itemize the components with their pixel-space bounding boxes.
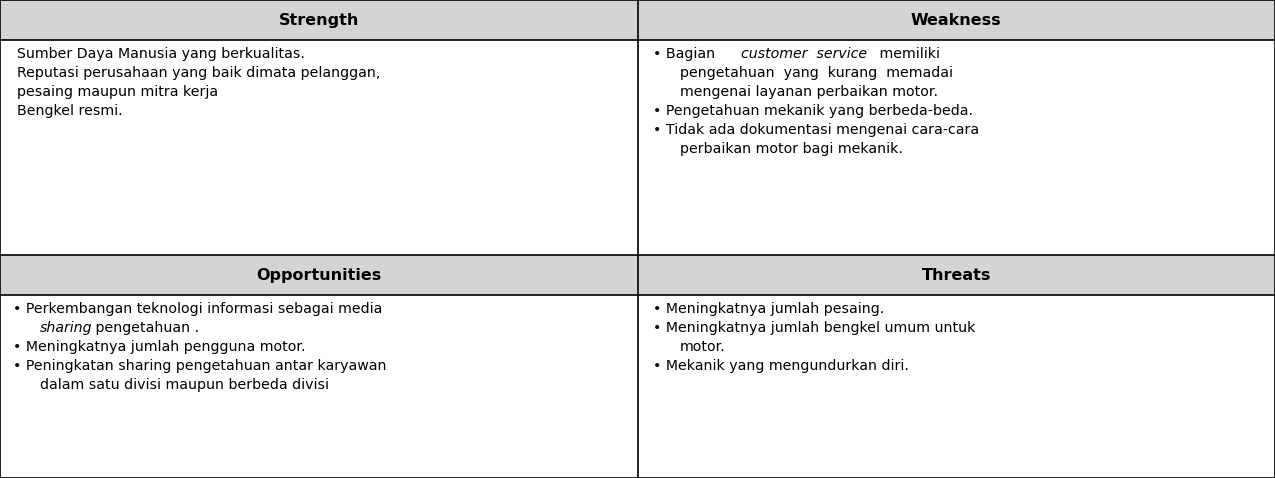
- Text: memiliki: memiliki: [875, 47, 940, 61]
- Text: Threats: Threats: [922, 268, 991, 282]
- Text: • Meningkatnya jumlah bengkel umum untuk: • Meningkatnya jumlah bengkel umum untuk: [653, 321, 975, 335]
- Bar: [638, 255, 1275, 295]
- Text: • Pengetahuan mekanik yang berbeda-beda.: • Pengetahuan mekanik yang berbeda-beda.: [653, 104, 973, 118]
- Text: pesaing maupun mitra kerja: pesaing maupun mitra kerja: [17, 85, 218, 99]
- Text: • Bagian: • Bagian: [653, 47, 719, 61]
- Text: pengetahuan .: pengetahuan .: [91, 321, 199, 335]
- Text: Weakness: Weakness: [910, 12, 1002, 28]
- Text: sharing: sharing: [40, 321, 92, 335]
- Bar: [638, 0, 1275, 40]
- Text: Reputasi perusahaan yang baik dimata pelanggan,: Reputasi perusahaan yang baik dimata pel…: [17, 66, 380, 80]
- Text: • Meningkatnya jumlah pengguna motor.: • Meningkatnya jumlah pengguna motor.: [13, 340, 305, 354]
- Text: dalam satu divisi maupun berbeda divisi: dalam satu divisi maupun berbeda divisi: [40, 378, 329, 392]
- Text: • Peningkatan sharing pengetahuan antar karyawan: • Peningkatan sharing pengetahuan antar …: [13, 359, 386, 373]
- Bar: [0, 0, 638, 40]
- Bar: [0, 255, 638, 295]
- Text: customer  service: customer service: [741, 47, 867, 61]
- Text: pengetahuan  yang  kurang  memadai: pengetahuan yang kurang memadai: [680, 66, 952, 80]
- Text: • Tidak ada dokumentasi mengenai cara-cara: • Tidak ada dokumentasi mengenai cara-ca…: [653, 123, 979, 137]
- Text: Opportunities: Opportunities: [256, 268, 381, 282]
- Text: Strength: Strength: [278, 12, 360, 28]
- Text: motor.: motor.: [680, 340, 725, 354]
- Text: perbaikan motor bagi mekanik.: perbaikan motor bagi mekanik.: [680, 142, 903, 156]
- Text: • Meningkatnya jumlah pesaing.: • Meningkatnya jumlah pesaing.: [653, 302, 884, 316]
- Text: Bengkel resmi.: Bengkel resmi.: [17, 104, 122, 118]
- Text: Sumber Daya Manusia yang berkualitas.: Sumber Daya Manusia yang berkualitas.: [17, 47, 305, 61]
- Text: • Mekanik yang mengundurkan diri.: • Mekanik yang mengundurkan diri.: [653, 359, 909, 373]
- Text: • Perkembangan teknologi informasi sebagai media: • Perkembangan teknologi informasi sebag…: [13, 302, 382, 316]
- Text: mengenai layanan perbaikan motor.: mengenai layanan perbaikan motor.: [680, 85, 937, 99]
